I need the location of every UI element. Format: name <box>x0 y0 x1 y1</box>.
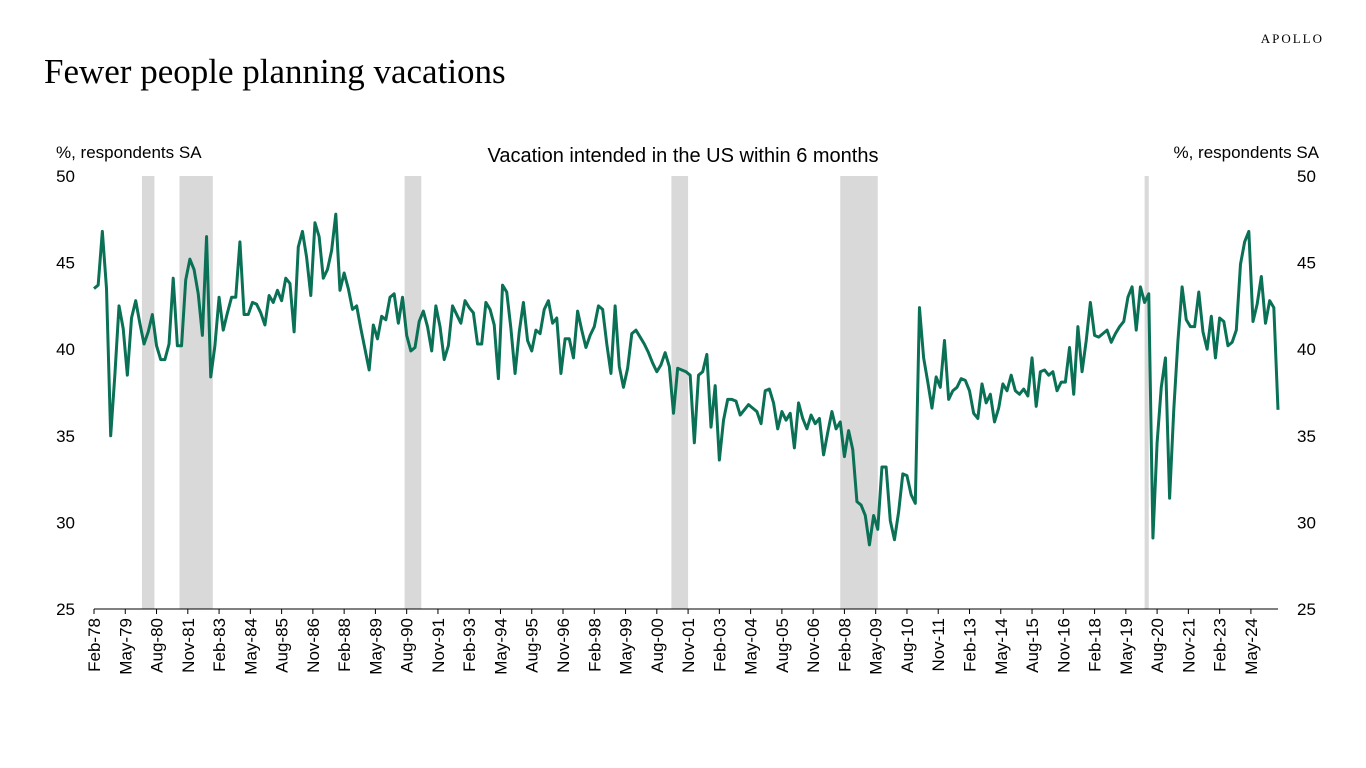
recession-bands <box>141 176 1149 609</box>
x-tick-label: Aug-10 <box>898 618 917 673</box>
x-tick-label: May-24 <box>1242 618 1261 675</box>
y-axis-left: 25 30 35 40 45 50 <box>56 167 75 619</box>
y-tick-label-right: 25 <box>1297 600 1316 619</box>
x-tick-label: Aug-85 <box>273 618 292 673</box>
y-tick-label-left: 30 <box>56 513 75 532</box>
x-tick-label: Aug-15 <box>1023 618 1042 673</box>
recession-band <box>141 176 155 609</box>
x-tick-label: Nov-01 <box>679 618 698 673</box>
x-tick-label: May-09 <box>867 618 886 675</box>
x-tick-label: Aug-20 <box>1148 618 1167 673</box>
x-tick-label: Feb-83 <box>210 618 229 672</box>
x-tick-label: Nov-06 <box>804 618 823 673</box>
x-tick-label: Feb-98 <box>585 618 604 672</box>
x-tick-label: May-84 <box>241 618 260 675</box>
y-tick-label-right: 35 <box>1297 427 1316 446</box>
recession-band <box>671 176 689 609</box>
x-tick-label: May-19 <box>1117 618 1136 675</box>
x-tick-label: Feb-78 <box>85 618 104 672</box>
x-tick-label: Nov-91 <box>429 618 448 673</box>
recession-band <box>404 176 422 609</box>
x-tick-label: Nov-11 <box>929 618 948 672</box>
x-tick-label: Nov-21 <box>1179 618 1198 673</box>
x-tick-label: May-14 <box>992 618 1011 675</box>
x-tick-label: Nov-96 <box>554 618 573 673</box>
x-tick-label: Feb-13 <box>960 618 979 672</box>
x-tick-label: Feb-08 <box>835 618 854 672</box>
x-tick-label: Nov-81 <box>179 618 198 673</box>
x-tick-label: May-79 <box>116 618 135 675</box>
x-tick-label: Aug-00 <box>648 618 667 673</box>
y-tick-label-right: 45 <box>1297 254 1316 273</box>
x-tick-label: Feb-18 <box>1086 618 1105 672</box>
x-axis: Feb-78 May-79 Aug-80 Nov-81 Feb-83 May-84 Aug-… <box>85 608 1278 675</box>
recession-band <box>1144 176 1149 609</box>
x-tick-label: Feb-88 <box>335 618 354 672</box>
x-tick-label: Nov-86 <box>304 618 323 673</box>
x-tick-label: May-94 <box>491 618 510 675</box>
y-axis-label-right: %, respondents SA <box>1173 143 1319 162</box>
y-tick-label-right: 50 <box>1297 167 1316 186</box>
x-tick-label: Aug-80 <box>148 618 167 673</box>
recession-band <box>840 176 878 609</box>
y-axis-right: 25 30 35 40 45 50 <box>1297 167 1316 619</box>
y-tick-label-left: 25 <box>56 600 75 619</box>
y-axis-label-left: %, respondents SA <box>56 143 202 162</box>
x-tick-label: Aug-90 <box>398 618 417 673</box>
y-tick-label-left: 50 <box>56 167 75 186</box>
x-tick-label: May-99 <box>617 618 636 675</box>
x-tick-label: May-04 <box>742 618 761 675</box>
brand-logo: APOLLO <box>1260 31 1324 46</box>
x-tick-label: Feb-23 <box>1211 618 1230 672</box>
x-tick-label: Feb-03 <box>710 618 729 672</box>
y-tick-label-left: 40 <box>56 340 75 359</box>
x-tick-label: Aug-95 <box>523 618 542 673</box>
y-tick-label-right: 30 <box>1297 513 1316 532</box>
y-tick-label-right: 40 <box>1297 340 1316 359</box>
y-tick-label-left: 45 <box>56 254 75 273</box>
x-tick-label: Nov-16 <box>1054 618 1073 673</box>
x-tick-label: May-89 <box>366 618 385 675</box>
page-title: Fewer people planning vacations <box>44 52 506 91</box>
chart-subtitle: Vacation intended in the US within 6 mon… <box>488 145 879 167</box>
series-line <box>93 212 1280 547</box>
y-tick-label-left: 35 <box>56 427 75 446</box>
series-vacation-intended <box>93 212 1280 547</box>
x-tick-label: Feb-93 <box>460 618 479 672</box>
x-tick-label: Aug-05 <box>773 618 792 673</box>
